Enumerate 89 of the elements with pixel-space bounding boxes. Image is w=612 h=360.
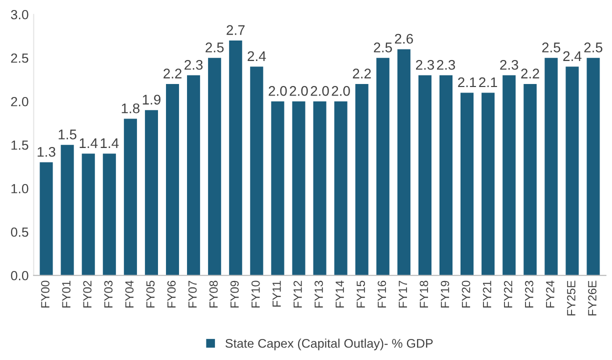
x-tick-label: FY11 <box>272 280 281 307</box>
legend-label: State Capex (Capital Outlay)- % GDP <box>226 338 433 350</box>
x-tick-label: FY12 <box>294 280 302 308</box>
text: 2.4 <box>563 51 582 61</box>
y-tick-label: 0.5 <box>10 227 28 237</box>
text: 2.7 <box>226 25 245 35</box>
bar <box>124 118 137 276</box>
text: 2.6 <box>394 34 413 44</box>
text: 2.2 <box>352 68 371 78</box>
bar <box>586 58 600 276</box>
x-tick-label: FY24 <box>546 280 554 308</box>
bar <box>376 58 390 276</box>
y-tick-label: 3.0 <box>10 10 28 20</box>
x-tick-label: FY03 <box>104 280 113 308</box>
bar <box>229 40 242 276</box>
text: 2.5 <box>206 42 224 52</box>
x-tick-label: FY25E <box>567 280 576 316</box>
text: 2.3 <box>184 60 203 70</box>
x-tick-label: FY21 <box>482 280 492 308</box>
y-tick-label: 2.0 <box>11 96 28 106</box>
x-tick-label: FY13 <box>314 280 323 308</box>
x-tick-label: FY22 <box>504 280 512 308</box>
x-tick-label: FY26E <box>588 280 596 316</box>
bar <box>502 75 516 276</box>
bar <box>460 92 474 276</box>
bar <box>166 84 180 276</box>
y-tick-label: 0.0 <box>10 270 28 280</box>
bar <box>250 66 264 276</box>
text: 2.4 <box>248 51 266 61</box>
bar <box>144 110 158 276</box>
text: 2.2 <box>164 68 182 78</box>
x-tick-label: FY00 <box>41 280 50 308</box>
bar <box>271 101 284 276</box>
text: 2.1 <box>479 77 498 88</box>
bar <box>482 92 495 276</box>
x-tick-label: FY08 <box>209 280 218 308</box>
bar <box>187 75 200 276</box>
y-tick-label: 1.5 <box>11 140 28 150</box>
bar <box>355 84 368 276</box>
x-tick-label: FY20 <box>462 280 470 308</box>
x-tick-label: FY02 <box>83 280 92 308</box>
bar <box>439 75 453 276</box>
x-tick-label: FY04 <box>125 280 134 308</box>
text: 1.9 <box>142 94 160 105</box>
x-tick-label: FY19 <box>440 280 450 308</box>
bar <box>313 101 326 276</box>
text: 2.0 <box>268 86 287 96</box>
x-tick-label: FY05 <box>146 280 155 308</box>
text: 2.2 <box>521 68 540 78</box>
x-tick-label: FY14 <box>336 280 344 308</box>
x-tick-label: FY18 <box>420 280 428 308</box>
bar <box>397 49 410 276</box>
text: 1.3 <box>38 146 56 157</box>
text: 2.0 <box>332 86 350 96</box>
x-tick-label: FY07 <box>188 280 197 308</box>
x-tick-label: FY09 <box>230 280 239 308</box>
x-tick-label: FY16 <box>378 280 386 308</box>
bar <box>544 58 558 276</box>
bar <box>292 101 306 276</box>
text: 2.0 <box>310 86 329 96</box>
bar <box>566 66 579 276</box>
bar <box>40 162 53 276</box>
text: 1.8 <box>122 103 140 114</box>
x-tick-label: FY23 <box>524 280 534 308</box>
x-tick-label: FY06 <box>167 280 176 308</box>
x-tick-label: FY17 <box>398 280 407 308</box>
y-tick-label: 1.0 <box>11 184 28 194</box>
y-tick-label: 2.5 <box>11 53 28 63</box>
text: 1.4 <box>100 138 119 148</box>
x-tick-label: FY15 <box>356 280 366 308</box>
bar <box>524 84 537 276</box>
text: 2.5 <box>584 42 602 52</box>
text: 2.5 <box>542 42 560 52</box>
text: 2.1 <box>458 77 476 88</box>
text: 2.3 <box>416 60 434 70</box>
bar <box>418 75 432 276</box>
bar <box>208 58 222 276</box>
text: 1.5 <box>58 130 76 140</box>
text: 2.3 <box>437 60 456 70</box>
text: 1.4 <box>80 138 98 148</box>
bar <box>82 154 95 276</box>
text: 2.0 <box>290 86 308 96</box>
x-tick-label: FY10 <box>251 280 260 308</box>
text: 2.3 <box>500 60 518 70</box>
bar <box>60 144 74 276</box>
text: 2.5 <box>374 42 392 52</box>
x-tick-label: FY01 <box>62 280 70 308</box>
bar <box>334 101 348 276</box>
bar <box>102 154 116 276</box>
